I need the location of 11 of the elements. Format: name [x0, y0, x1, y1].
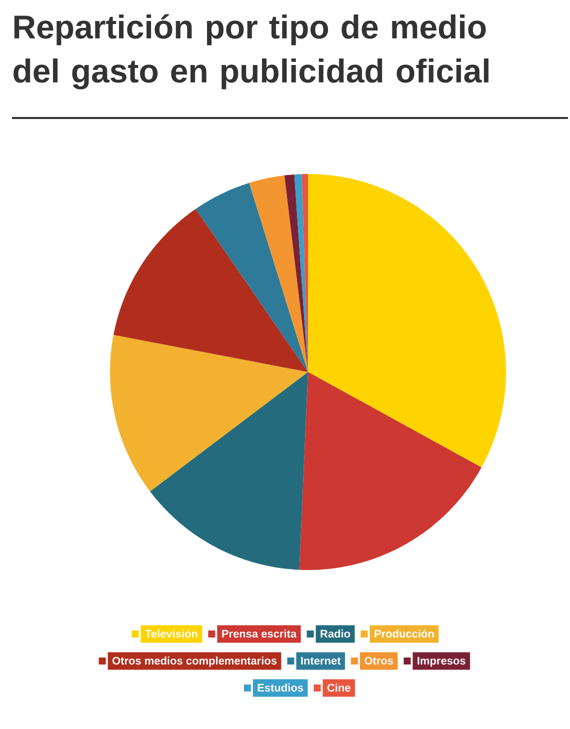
legend-label: Estudios [258, 684, 304, 692]
legend-label: Otros medios complementarios [112, 656, 277, 667]
legend-label: Prensa escrita [222, 630, 297, 638]
legend-label: Radio [320, 630, 350, 638]
legend-label: Internet [301, 656, 341, 665]
legend-label: Impresos [418, 656, 466, 667]
chart-title: Repartición por tipo de medio del gasto en publicidad oficial [14, 14, 488, 90]
legend-label: Otros [364, 656, 394, 665]
legend-label: Producción [374, 629, 434, 638]
legend-label: Televisión [145, 629, 198, 638]
legend-label: Cine [327, 684, 350, 692]
